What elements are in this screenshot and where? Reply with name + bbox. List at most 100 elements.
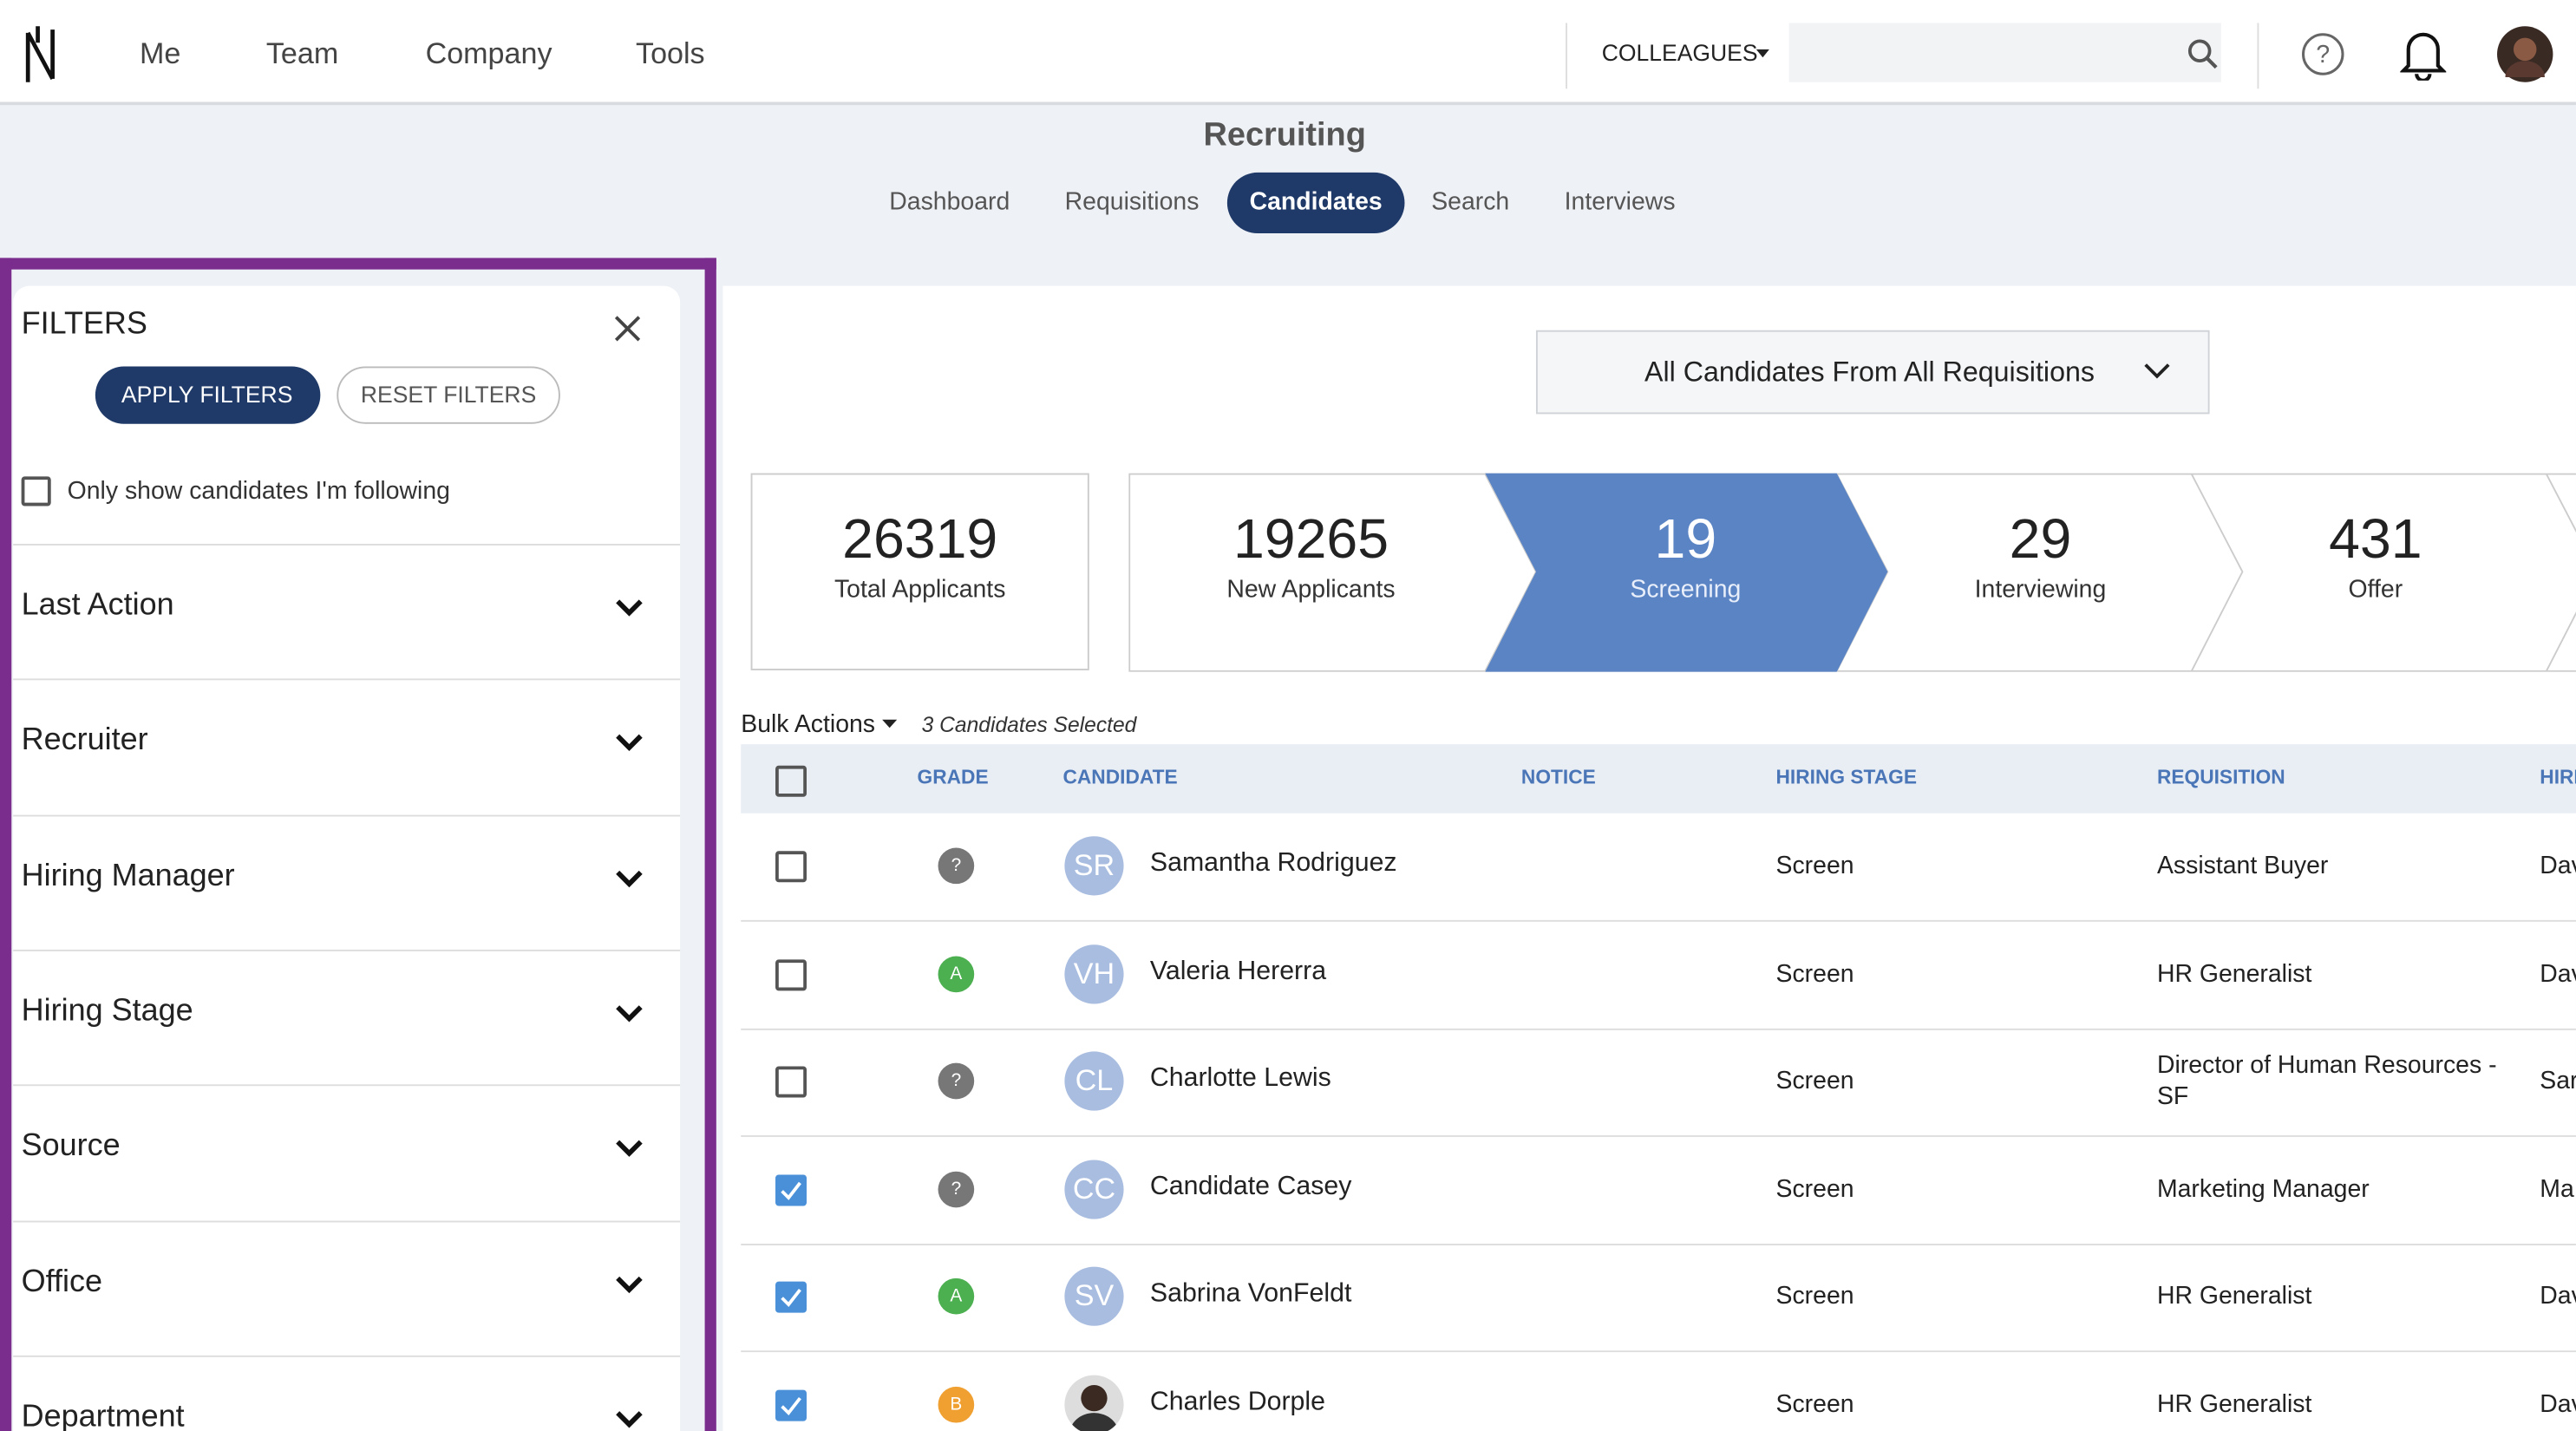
requisition: Marketing Manager [2156, 1175, 2370, 1204]
divider [13, 544, 681, 546]
row-checkbox[interactable] [775, 851, 807, 883]
requisition-dropdown[interactable] [1535, 330, 2210, 415]
help-icon[interactable]: ? [2300, 31, 2346, 77]
row-checkbox[interactable] [775, 1066, 807, 1098]
active-tab[interactable]: Candidates [1249, 187, 1383, 217]
tab-active-pill [1226, 172, 1405, 234]
filter-section[interactable]: Last Action [21, 588, 174, 623]
tab[interactable]: Requisitions [1064, 187, 1200, 217]
row-divider [741, 1135, 2576, 1138]
grade-badge [938, 1278, 975, 1316]
grade-badge [938, 1386, 975, 1423]
filter-section[interactable]: Hiring Stage [21, 993, 193, 1029]
filter-section[interactable]: Hiring Manager [21, 859, 235, 893]
column-header[interactable]: CANDIDATE [1062, 765, 1178, 789]
chevron[interactable] [614, 1409, 644, 1429]
stat-label[interactable]: Interviewing [1974, 575, 2107, 604]
hiring-manager: Dav [2540, 852, 2576, 880]
apply-label[interactable]: APPLY FILTERS [121, 381, 293, 408]
row-checkbox[interactable] [775, 1174, 807, 1206]
reset-button[interactable] [337, 366, 560, 424]
grade: ? [951, 855, 962, 876]
avatar [1064, 836, 1124, 896]
row-checkbox[interactable] [775, 1389, 807, 1421]
chevron[interactable] [614, 1139, 644, 1159]
stat-label[interactable]: New Applicants [1226, 575, 1396, 604]
column-header[interactable]: NOTICE [1520, 765, 1596, 789]
nav-item[interactable]: Team [265, 36, 339, 70]
logo[interactable] [23, 23, 60, 86]
caret [1755, 49, 1769, 58]
filter-section[interactable]: Office [21, 1264, 102, 1299]
following-label[interactable]: Only show candidates I'm following [67, 477, 450, 506]
row-checkbox[interactable] [775, 958, 807, 990]
divider [13, 1084, 681, 1087]
nav-item[interactable]: Tools [636, 36, 705, 70]
divider [13, 814, 681, 816]
filter-section[interactable]: Source [21, 1128, 121, 1164]
row-checkbox[interactable] [775, 1282, 807, 1314]
initials: SV [1074, 1279, 1115, 1313]
selected-count: 3 Candidates Selected [921, 712, 1137, 737]
grade: A [950, 1287, 963, 1307]
apply-button[interactable] [95, 366, 321, 424]
chevron[interactable] [614, 733, 644, 753]
reset-label[interactable]: RESET FILTERS [360, 381, 537, 408]
bulk-actions[interactable]: Bulk Actions [741, 710, 876, 739]
candidate-name[interactable]: Sabrina VonFeldt [1149, 1280, 1352, 1309]
chevron[interactable] [614, 868, 644, 888]
row-divider [741, 1243, 2576, 1245]
hiring-manager: Sar [2540, 1067, 2576, 1095]
stat-label[interactable]: Screening [1630, 575, 1742, 604]
filters-title: FILTERS [21, 307, 147, 343]
following-checkbox[interactable] [21, 476, 51, 506]
grade-badge [938, 1063, 975, 1100]
dropdown-chevron [2144, 363, 2170, 379]
colleagues-menu[interactable]: COLLEAGUES [1601, 39, 1758, 66]
candidate-name[interactable]: Charlotte Lewis [1149, 1064, 1331, 1094]
bell-icon[interactable] [2400, 28, 2447, 81]
divider [13, 1219, 681, 1222]
grade: B [950, 1395, 963, 1415]
column-header[interactable]: GRADE [917, 765, 989, 789]
chevron[interactable] [614, 1274, 644, 1294]
stat-label[interactable]: Total Applicants [834, 575, 1006, 604]
candidate-name[interactable]: Valeria Hererra [1149, 957, 1327, 985]
stat-value[interactable]: 431 [2329, 508, 2422, 572]
stat-value[interactable]: 29 [2009, 508, 2072, 572]
stat-value[interactable]: 19265 [1232, 508, 1389, 572]
divider [13, 949, 681, 951]
column-header[interactable]: HIRI [2540, 765, 2576, 789]
stat-label[interactable]: Offer [2348, 575, 2403, 604]
divider [2257, 23, 2259, 89]
filter-section[interactable]: Department [21, 1399, 185, 1431]
filter-section[interactable]: Recruiter [21, 723, 148, 758]
header-checkbox[interactable] [775, 765, 807, 797]
search-box[interactable] [1788, 23, 2221, 82]
stat-value[interactable]: 26319 [842, 508, 998, 572]
initials: VH [1073, 956, 1115, 990]
candidate-name[interactable]: Charles Dorple [1149, 1388, 1326, 1416]
hiring-stage: Screen [1775, 852, 1854, 880]
stat-value[interactable]: 19 [1654, 508, 1717, 572]
tab[interactable]: Interviews [1564, 187, 1676, 217]
search-icon[interactable] [2187, 38, 2220, 71]
dropdown-label[interactable]: All Candidates From All Requisitions [1644, 356, 2095, 389]
tab[interactable]: Dashboard [889, 187, 1010, 217]
column-header[interactable]: REQUISITION [2156, 765, 2285, 789]
candidate-name[interactable]: Candidate Casey [1149, 1173, 1352, 1201]
candidate-name[interactable]: Samantha Rodriguez [1149, 849, 1397, 878]
chevron[interactable] [614, 598, 644, 618]
nav-item[interactable]: Company [425, 36, 552, 70]
stat-box[interactable] [750, 473, 1089, 670]
nav-item[interactable]: Me [139, 36, 181, 70]
chevron[interactable] [614, 1003, 644, 1023]
user-avatar[interactable] [2495, 24, 2554, 83]
column-header[interactable]: HIRING STAGE [1775, 765, 1918, 789]
row-divider [741, 1028, 2576, 1030]
hiring-stage: Screen [1775, 1175, 1854, 1204]
close-icon[interactable] [612, 314, 642, 343]
tab[interactable]: Search [1431, 187, 1510, 217]
filter-panel [13, 285, 681, 1431]
